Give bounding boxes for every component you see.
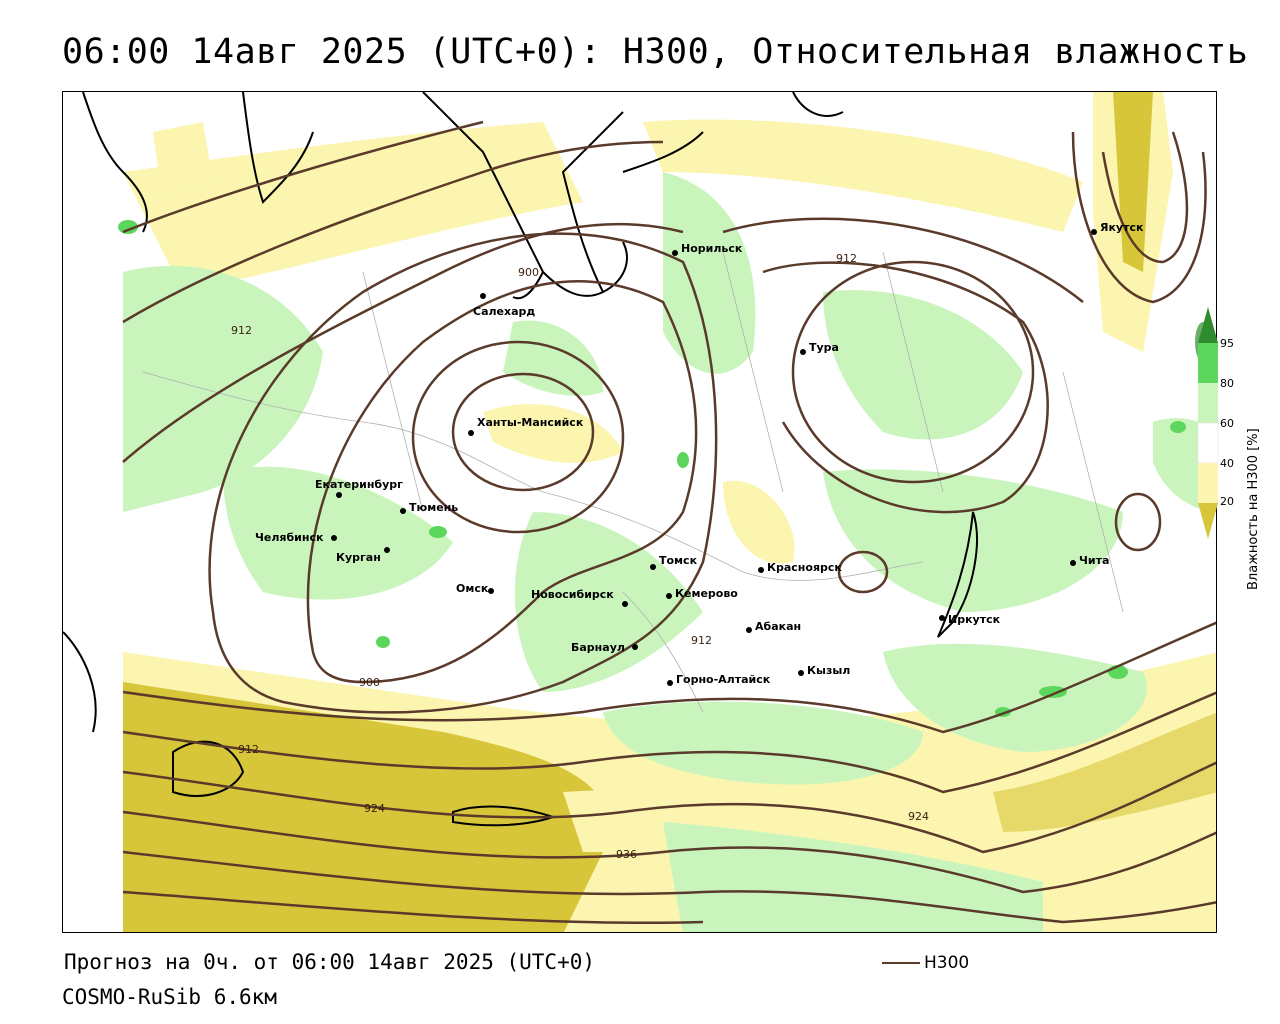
legend-tick: 20	[1220, 495, 1234, 508]
legend-tick: 80	[1220, 377, 1234, 390]
map-panel: 900 912 912 900 912 912 924 924 936 Нори…	[62, 91, 1217, 933]
contour-label: 924	[364, 802, 385, 815]
svg-text:Чита: Чита	[1079, 554, 1109, 567]
contour-label: 900	[518, 266, 539, 279]
city-krasnoyarsk: Красноярск	[758, 561, 842, 574]
city-tura: Тура	[800, 341, 839, 355]
h300-contours	[122, 120, 1216, 925]
city-omsk: Омск	[456, 582, 494, 595]
svg-text:Кемерово: Кемерово	[675, 587, 738, 600]
humidity-legend: 95 80 60 40 20	[1196, 305, 1280, 595]
contour-label: 912	[231, 324, 252, 337]
svg-text:Тюмень: Тюмень	[409, 501, 458, 514]
legend-tick: 40	[1220, 457, 1234, 470]
city-abakan: Абакан	[746, 620, 801, 633]
city-tyumen: Тюмень	[400, 501, 458, 514]
contour-label: 912	[836, 252, 857, 265]
region-borders	[142, 251, 1124, 713]
contour-legend-line	[882, 962, 920, 964]
svg-text:Курган: Курган	[336, 551, 381, 564]
contour-label: 924	[908, 810, 929, 823]
contour-legend-label: H300	[924, 953, 970, 973]
city-khanty-mansiysk: Ханты-Мансийск	[468, 416, 584, 436]
map-title: 06:00 14авг 2025 (UTC+0): H300, Относите…	[62, 32, 1249, 72]
model-name: COSMO-RuSib 6.6км	[62, 985, 277, 1009]
svg-text:Новосибирск: Новосибирск	[531, 588, 614, 601]
contour-label: 900	[359, 676, 380, 689]
svg-text:Тура: Тура	[809, 341, 839, 354]
svg-text:Барнаул: Барнаул	[571, 641, 625, 654]
svg-text:Омск: Омск	[456, 582, 489, 595]
svg-text:Якутск: Якутск	[1100, 221, 1144, 234]
svg-text:Томск: Томск	[659, 554, 698, 567]
humidity-field	[118, 92, 1216, 932]
city-kemerovo: Кемерово	[666, 587, 738, 600]
svg-text:Ханты-Мансийск: Ханты-Мансийск	[477, 416, 584, 429]
city-tomsk: Томск	[650, 554, 698, 570]
coastline	[63, 92, 978, 827]
legend-tick: 60	[1220, 417, 1234, 430]
svg-text:Иркутск: Иркутск	[948, 613, 1001, 626]
city-yakutsk: Якутск	[1091, 221, 1144, 235]
forecast-info: Прогноз на 0ч. от 06:00 14авг 2025 (UTC+…	[64, 950, 596, 974]
contour-label: 936	[616, 848, 637, 861]
svg-text:Екатеринбург: Екатеринбург	[315, 478, 403, 491]
contour-legend: H300	[882, 953, 969, 973]
city-kurgan: Курган	[336, 547, 390, 564]
city-salekhard: Салехард	[473, 293, 535, 318]
legend-colorbar	[1197, 307, 1219, 539]
legend-title: Влажность на H300 [%]	[1246, 428, 1261, 590]
city-gorno-altaysk: Горно-Алтайск	[667, 673, 771, 686]
city-irkutsk: Иркутск	[939, 613, 1001, 626]
city-novosibirsk: Новосибирск	[531, 588, 628, 607]
city-chelyabinsk: Челябинск	[255, 531, 337, 544]
contour-labels: 900 912 912 900 912 912 924 924 936	[231, 252, 929, 861]
contour-label: 912	[691, 634, 712, 647]
contour-label: 912	[238, 743, 259, 756]
city-barnaul: Барнаул	[571, 641, 638, 654]
svg-text:Абакан: Абакан	[755, 620, 801, 633]
legend-tick: 95	[1220, 337, 1234, 350]
svg-text:Челябинск: Челябинск	[255, 531, 324, 544]
city-markers: Норильск Якутск Салехард Тура Ханты-Манс…	[255, 221, 1144, 686]
svg-text:Горно-Алтайск: Горно-Алтайск	[676, 673, 771, 686]
city-norilsk: Норильск	[672, 242, 743, 256]
svg-text:Норильск: Норильск	[681, 242, 743, 255]
map-canvas: 900 912 912 900 912 912 924 924 936 Нори…	[63, 92, 1216, 932]
city-ekaterinburg: Екатеринбург	[315, 478, 403, 498]
svg-text:Красноярск: Красноярск	[767, 561, 842, 574]
svg-text:Салехард: Салехард	[473, 305, 535, 318]
svg-text:Кызыл: Кызыл	[807, 664, 850, 677]
city-kyzyl: Кызыл	[798, 664, 850, 677]
city-chita: Чита	[1070, 554, 1109, 567]
